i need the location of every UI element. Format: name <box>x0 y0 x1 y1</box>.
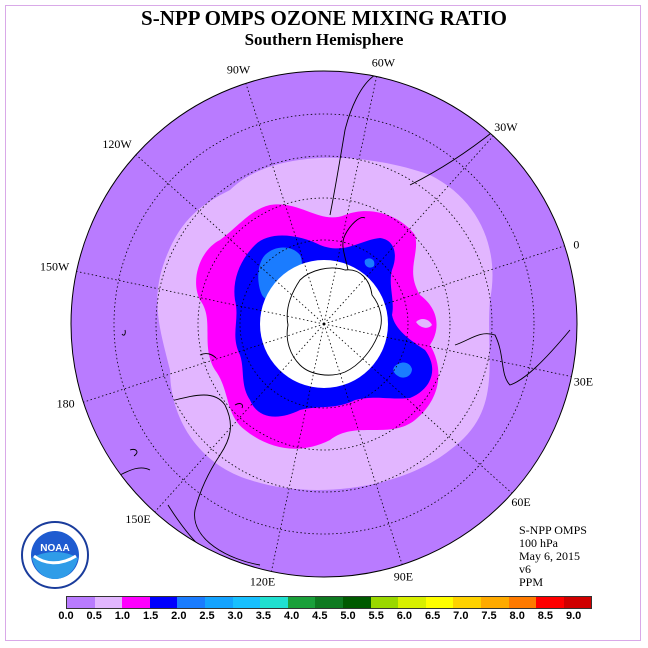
info-version: v6 <box>519 562 531 576</box>
colorbar-tick-label: 9.0 <box>565 610 582 622</box>
lon-label-90E: 90E <box>394 569 413 583</box>
colorbar-swatch <box>370 597 399 608</box>
colorbar <box>66 596 593 609</box>
colorbar-swatch <box>122 597 150 608</box>
colorbar-tick-label: 2.5 <box>199 610 215 622</box>
colorbar-tick-label: 5.0 <box>340 610 356 622</box>
map-disk <box>71 71 577 577</box>
colorbar-swatch <box>260 597 288 608</box>
colorbar-swatch <box>315 597 343 608</box>
lon-label-150E: 150E <box>125 512 150 526</box>
lon-label-60W: 60W <box>372 56 396 70</box>
colorbar-tick-label: 2.0 <box>171 610 187 622</box>
colorbar-tick-label: 8.0 <box>509 610 525 622</box>
figure-frame <box>5 5 641 641</box>
colorbar-swatch <box>232 597 261 608</box>
colorbar-swatch <box>342 597 371 608</box>
colorbar-swatch <box>94 597 123 608</box>
contour-0.5-1.0-patch <box>416 318 432 328</box>
colorbar-ticks: 0.0 0.5 1.0 1.5 2.0 2.5 3.0 3.5 4.0 4.5 5.0 5.5 6.0 6… <box>57 610 597 624</box>
colorbar-swatch <box>453 597 481 608</box>
colorbar-swatch <box>425 597 454 608</box>
colorbar-tick-label: 8.5 <box>537 610 554 622</box>
info-block: S-NPP OMPS 100 hPa May 6, 2015 v6 PPM <box>519 524 587 589</box>
lon-label-60E: 60E <box>511 495 530 509</box>
colorbar-swatch <box>287 597 316 608</box>
colorbar-tick-label: 0.0 <box>58 610 74 622</box>
colorbar-tick-label: 1.0 <box>114 610 131 622</box>
colorbar-tick-label: 6.5 <box>424 610 441 622</box>
colorbar-swatch <box>536 597 564 608</box>
lon-label-30E: 30E <box>574 374 593 388</box>
colorbar-swatch <box>563 597 592 608</box>
colorbar-tick-label: 4.0 <box>283 610 300 622</box>
lon-label-0: 0 <box>573 238 579 252</box>
coastlines <box>119 74 571 577</box>
contour-2.0-2.5-north <box>364 258 375 268</box>
colorbar-tick-label: 4.5 <box>312 610 328 622</box>
info-satellite: S-NPP OMPS <box>519 523 587 537</box>
noaa-logo: NOAA <box>20 520 90 595</box>
colorbar-tick-label: 7.5 <box>481 610 497 622</box>
colorbar-swatch <box>67 597 95 608</box>
info-level: 100 hPa <box>519 536 558 550</box>
colorbar-swatch <box>204 597 233 608</box>
graticule <box>113 113 535 535</box>
lon-label-120E: 120E <box>250 574 275 588</box>
colorbar-tick-label: 5.5 <box>368 610 384 622</box>
info-units: PPM <box>519 575 544 589</box>
colorbar-swatch <box>480 597 509 608</box>
colorbar-tick-label: 0.5 <box>86 610 102 622</box>
colorbar-tick-label: 3.0 <box>227 610 243 622</box>
figure-title: S-NPP OMPS OZONE MIXING RATIO <box>141 6 507 30</box>
lon-label-150W: 150W <box>40 260 70 274</box>
colorbar-swatch <box>149 597 178 608</box>
colorbar-tick-label: 3.5 <box>255 610 272 622</box>
colorbar-tick-label: 6.0 <box>396 610 413 622</box>
colorbar-swatch <box>177 597 205 608</box>
colorbar-swatch <box>508 597 537 608</box>
colorbar-tick-label: 7.0 <box>453 610 469 622</box>
map-boundary <box>70 70 578 578</box>
lon-label-30W: 30W <box>494 120 518 134</box>
colorbar-tick-label: 1.5 <box>142 610 159 622</box>
figure-subtitle: Southern Hemisphere <box>244 30 404 49</box>
lon-label-90W: 90W <box>227 63 251 77</box>
colorbar-swatch <box>398 597 426 608</box>
lon-label-120W: 120W <box>102 137 132 151</box>
longitude-labels: 90W 60W 30W 0 30E 60E 90E 120E 150E 180 150W 120W <box>40 56 593 589</box>
info-date: May 6, 2015 <box>519 549 580 563</box>
contour-2.0-2.5-east <box>393 362 412 378</box>
lon-label-180: 180 <box>57 396 75 410</box>
svg-text:NOAA: NOAA <box>40 543 69 554</box>
